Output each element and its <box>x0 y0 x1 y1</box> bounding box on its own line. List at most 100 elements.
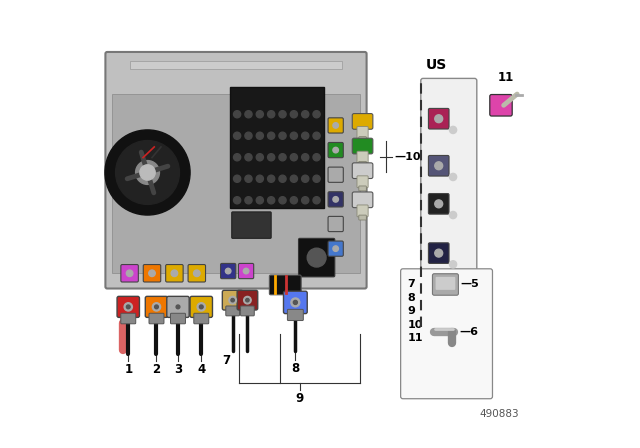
FancyBboxPatch shape <box>359 215 366 220</box>
Circle shape <box>313 197 320 204</box>
Circle shape <box>291 111 298 118</box>
Circle shape <box>174 303 182 311</box>
Bar <box>130 61 342 69</box>
FancyBboxPatch shape <box>284 291 307 314</box>
Circle shape <box>152 303 161 311</box>
Circle shape <box>234 111 241 118</box>
Circle shape <box>124 303 132 311</box>
Circle shape <box>291 154 298 161</box>
Circle shape <box>291 175 298 182</box>
Circle shape <box>200 305 203 309</box>
FancyBboxPatch shape <box>328 118 343 133</box>
Circle shape <box>171 270 178 276</box>
Circle shape <box>234 175 241 182</box>
FancyBboxPatch shape <box>433 274 458 295</box>
Text: 490883: 490883 <box>480 409 520 419</box>
Circle shape <box>279 175 286 182</box>
FancyBboxPatch shape <box>428 243 449 263</box>
Text: 3: 3 <box>174 363 182 376</box>
Circle shape <box>234 154 241 161</box>
Bar <box>230 87 324 208</box>
Circle shape <box>225 268 231 274</box>
Circle shape <box>301 197 309 204</box>
FancyBboxPatch shape <box>106 52 367 289</box>
Text: 1: 1 <box>124 363 132 376</box>
Circle shape <box>449 261 457 268</box>
Circle shape <box>279 197 286 204</box>
Circle shape <box>313 175 320 182</box>
FancyBboxPatch shape <box>428 155 449 176</box>
Circle shape <box>333 172 339 177</box>
Circle shape <box>234 132 241 139</box>
FancyBboxPatch shape <box>436 277 455 290</box>
Circle shape <box>449 173 457 181</box>
Circle shape <box>268 132 275 139</box>
Circle shape <box>268 175 275 182</box>
Circle shape <box>245 111 252 118</box>
FancyBboxPatch shape <box>269 275 301 295</box>
FancyBboxPatch shape <box>121 264 138 282</box>
Circle shape <box>231 298 234 302</box>
FancyBboxPatch shape <box>328 216 343 232</box>
Circle shape <box>126 305 130 309</box>
FancyBboxPatch shape <box>226 306 239 316</box>
Circle shape <box>105 130 190 215</box>
Circle shape <box>245 175 252 182</box>
Circle shape <box>234 197 241 204</box>
Circle shape <box>268 154 275 161</box>
Circle shape <box>333 197 339 202</box>
Circle shape <box>268 197 275 204</box>
FancyBboxPatch shape <box>352 138 373 154</box>
FancyBboxPatch shape <box>145 297 168 318</box>
Text: 9: 9 <box>296 392 304 405</box>
FancyBboxPatch shape <box>401 269 493 399</box>
Circle shape <box>333 246 339 251</box>
FancyBboxPatch shape <box>328 167 343 182</box>
FancyBboxPatch shape <box>357 205 368 217</box>
Circle shape <box>435 249 443 257</box>
Circle shape <box>246 298 249 302</box>
Circle shape <box>301 132 309 139</box>
FancyBboxPatch shape <box>352 114 373 129</box>
FancyBboxPatch shape <box>237 290 258 310</box>
Circle shape <box>279 154 286 161</box>
Text: US: US <box>425 58 447 73</box>
Circle shape <box>268 111 275 118</box>
FancyBboxPatch shape <box>232 212 271 238</box>
Circle shape <box>140 165 155 180</box>
FancyBboxPatch shape <box>359 186 366 191</box>
Text: —6: —6 <box>459 327 478 336</box>
FancyBboxPatch shape <box>143 264 161 282</box>
FancyBboxPatch shape <box>190 297 212 318</box>
Circle shape <box>256 154 264 161</box>
FancyBboxPatch shape <box>287 309 303 321</box>
FancyBboxPatch shape <box>298 238 335 277</box>
FancyBboxPatch shape <box>357 127 368 138</box>
Circle shape <box>256 132 264 139</box>
FancyBboxPatch shape <box>188 264 205 282</box>
Circle shape <box>435 162 443 170</box>
Circle shape <box>333 147 339 153</box>
Circle shape <box>313 132 320 139</box>
Text: 11: 11 <box>498 71 514 84</box>
Circle shape <box>245 132 252 139</box>
Text: 11: 11 <box>407 333 423 343</box>
Circle shape <box>245 197 252 204</box>
Text: 9: 9 <box>407 306 415 316</box>
FancyBboxPatch shape <box>352 192 373 207</box>
Circle shape <box>244 297 251 304</box>
FancyBboxPatch shape <box>166 264 183 282</box>
Circle shape <box>313 111 320 118</box>
FancyBboxPatch shape <box>490 95 512 116</box>
FancyBboxPatch shape <box>328 142 343 158</box>
FancyBboxPatch shape <box>167 297 189 318</box>
FancyBboxPatch shape <box>359 137 366 142</box>
FancyBboxPatch shape <box>359 161 366 166</box>
Circle shape <box>197 303 205 311</box>
Text: 2: 2 <box>152 363 161 376</box>
Circle shape <box>301 154 309 161</box>
Text: 8: 8 <box>407 293 415 303</box>
Text: 8: 8 <box>291 362 300 375</box>
FancyBboxPatch shape <box>328 192 343 207</box>
FancyBboxPatch shape <box>421 78 477 329</box>
